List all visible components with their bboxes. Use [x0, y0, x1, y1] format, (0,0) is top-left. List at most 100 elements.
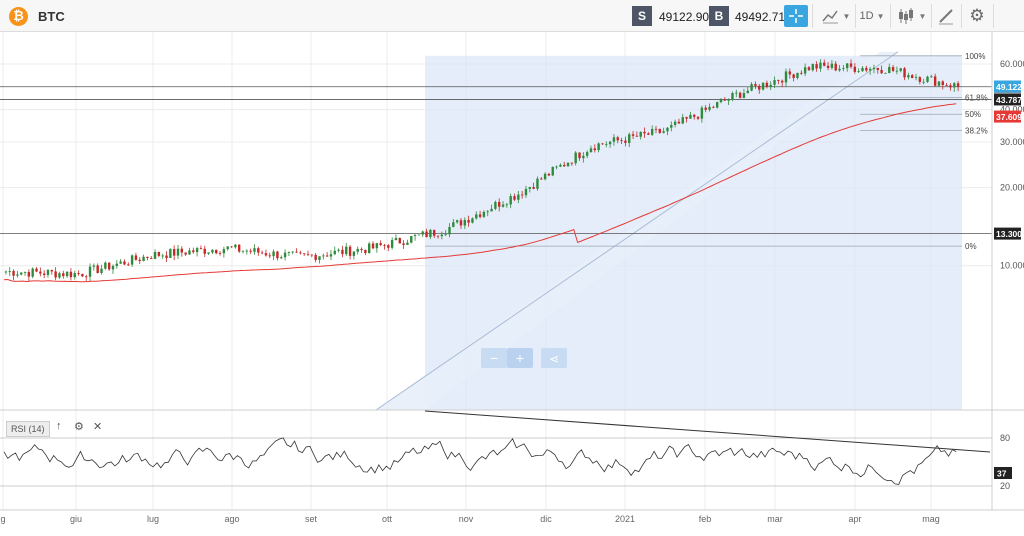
candle-body	[582, 155, 585, 159]
candle-body	[532, 187, 535, 189]
candle-body	[937, 81, 941, 86]
price-label-box	[994, 80, 1021, 93]
candle-body	[872, 67, 876, 69]
candle-body	[765, 82, 769, 87]
settings-button[interactable]: ⚙	[964, 5, 990, 27]
price-label-box	[994, 110, 1021, 123]
y-tick-label: 60.000	[1000, 59, 1024, 69]
candle-body	[788, 71, 792, 75]
candle-body	[903, 68, 906, 78]
zoom-in-button[interactable]: +	[507, 348, 533, 368]
y-tick-label: 30.000	[1000, 137, 1024, 147]
share-button[interactable]: ⋖	[541, 348, 567, 368]
rsi-current-box	[994, 467, 1012, 479]
candle-body	[685, 117, 688, 119]
candle-body	[272, 251, 275, 257]
buy-button[interactable]: B	[709, 6, 729, 26]
candle-body	[895, 70, 899, 72]
candle-body	[371, 243, 375, 249]
settings-gear-icon: ⚙	[969, 6, 985, 26]
crosshair-button[interactable]	[784, 5, 808, 27]
candle-body	[930, 76, 933, 78]
sell-price[interactable]: 49122.90	[659, 10, 710, 24]
candle-body	[280, 257, 283, 259]
draw-button[interactable]	[934, 5, 958, 27]
buy-price[interactable]: 49492.71	[735, 10, 786, 24]
candle-body	[857, 71, 860, 72]
candle-body	[295, 251, 298, 253]
fibonacci-fill	[375, 51, 962, 411]
candle-body	[823, 62, 826, 66]
candle-body	[490, 208, 493, 212]
rsi-panel: 80 20	[0, 410, 1010, 491]
candle-body	[85, 276, 88, 278]
candle-body	[257, 248, 260, 253]
candle-body	[12, 271, 15, 276]
symbol-title[interactable]: BTC	[38, 9, 65, 24]
candles-button[interactable]: ▼	[895, 5, 927, 27]
candle-body	[92, 265, 96, 267]
candle-body	[8, 271, 11, 272]
sell-button[interactable]: S	[632, 6, 652, 26]
candle-body	[337, 249, 340, 251]
candle-body	[953, 83, 956, 88]
candle-body	[853, 66, 857, 72]
candle-body	[520, 194, 524, 196]
axes: g giu lug ago set ott nov dic 2021 feb mar apr mag 60…	[0, 32, 1024, 524]
candle-body	[830, 63, 834, 68]
candle-body	[700, 107, 704, 119]
candle-body	[39, 271, 42, 274]
fib-trendline	[375, 51, 899, 411]
candle-body	[715, 102, 719, 108]
candle-body	[738, 92, 742, 98]
candle-body	[868, 68, 872, 71]
rsi-current-label: 37	[994, 467, 1012, 479]
candle-body	[341, 249, 344, 255]
candle-body	[62, 273, 65, 277]
minus-icon: −	[489, 350, 499, 366]
zoom-out-button[interactable]: −	[481, 348, 507, 368]
candle-body	[838, 68, 841, 71]
candle-body	[283, 252, 287, 258]
candle-body	[260, 252, 264, 254]
close-icon[interactable]: ✕	[93, 421, 103, 433]
rsi-line	[3, 437, 957, 485]
x-tick-label: ago	[224, 514, 239, 524]
candle-body	[237, 244, 241, 252]
candle-body	[949, 85, 952, 88]
candle-body	[861, 67, 864, 72]
candle-body	[367, 243, 371, 254]
candle-body	[635, 135, 639, 137]
candle-body	[834, 63, 837, 71]
candle-body	[501, 204, 505, 207]
rsi-legend[interactable]: RSI (14)	[6, 421, 50, 437]
candle-body	[467, 219, 470, 223]
rsi-current-text: 37	[997, 469, 1007, 479]
candle-body	[826, 65, 830, 68]
price-chart[interactable]: 100% 61.8% 50% 38.2% 0% 80 20 g giu lug ago set ot…	[0, 32, 1024, 536]
gear-icon[interactable]: ⚙	[74, 420, 84, 433]
candle-body	[356, 248, 359, 252]
chart-type-button[interactable]: ▼	[818, 5, 852, 27]
timeframe-select[interactable]: 1D ▼	[859, 10, 885, 22]
candle-body	[509, 196, 512, 205]
x-tick-label: set	[305, 514, 318, 524]
candle-body	[478, 214, 482, 217]
price-label-text: 49.122,90	[996, 82, 1024, 92]
candle-body	[784, 71, 788, 83]
candle-body	[475, 214, 478, 219]
candle-body	[605, 144, 608, 145]
candle-body	[123, 261, 126, 265]
candle-body	[249, 250, 252, 252]
candle-body	[230, 246, 233, 248]
candle-body	[815, 64, 818, 69]
candle-body	[742, 93, 746, 98]
arrow-up-icon[interactable]: ↑	[56, 420, 62, 432]
candle-body	[306, 253, 310, 255]
candle-body	[486, 211, 489, 213]
candle-body	[387, 245, 390, 248]
candle-body	[643, 131, 646, 134]
candle-body	[670, 124, 673, 128]
candle-body	[758, 85, 761, 90]
candle-body	[654, 128, 658, 130]
